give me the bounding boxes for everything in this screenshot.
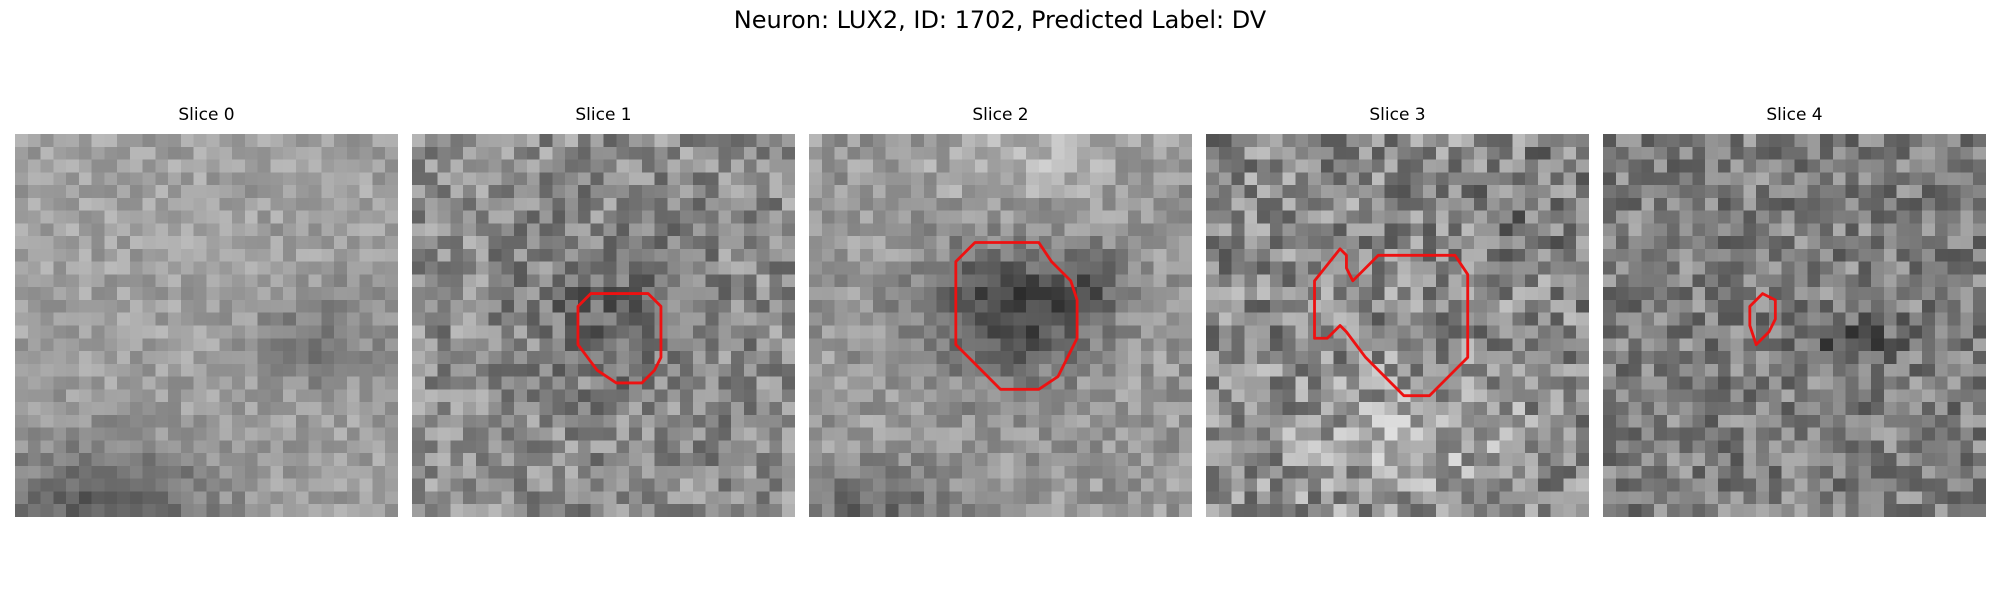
contour-3 bbox=[1313, 247, 1470, 398]
slice-contour-4 bbox=[1748, 292, 1777, 347]
slice-title-0: Slice 0 bbox=[178, 105, 235, 125]
figure-title: Neuron: LUX2, ID: 1702, Predicted Label:… bbox=[733, 6, 1267, 34]
slice-image-0 bbox=[15, 134, 398, 517]
slice-title-1: Slice 1 bbox=[575, 105, 632, 125]
slice-title-4: Slice 4 bbox=[1766, 105, 1823, 125]
contour-4 bbox=[1748, 292, 1777, 347]
slice-title-3: Slice 3 bbox=[1369, 105, 1426, 125]
slice-image-3 bbox=[1206, 134, 1589, 517]
slice-contour-1 bbox=[576, 292, 663, 385]
contour-2 bbox=[954, 241, 1079, 391]
slice-title-2: Slice 2 bbox=[972, 105, 1029, 125]
slice-image-4 bbox=[1603, 134, 1986, 517]
slice-contour-3 bbox=[1313, 247, 1470, 398]
slice-contour-0 bbox=[15, 134, 398, 517]
slice-image-2 bbox=[809, 134, 1192, 517]
contour-1 bbox=[576, 292, 663, 385]
slice-image-1 bbox=[412, 134, 795, 517]
slice-contour-2 bbox=[954, 241, 1079, 391]
